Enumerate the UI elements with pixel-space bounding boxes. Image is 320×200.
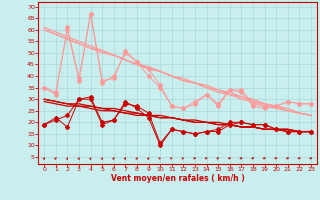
- X-axis label: Vent moyen/en rafales ( km/h ): Vent moyen/en rafales ( km/h ): [111, 174, 244, 183]
